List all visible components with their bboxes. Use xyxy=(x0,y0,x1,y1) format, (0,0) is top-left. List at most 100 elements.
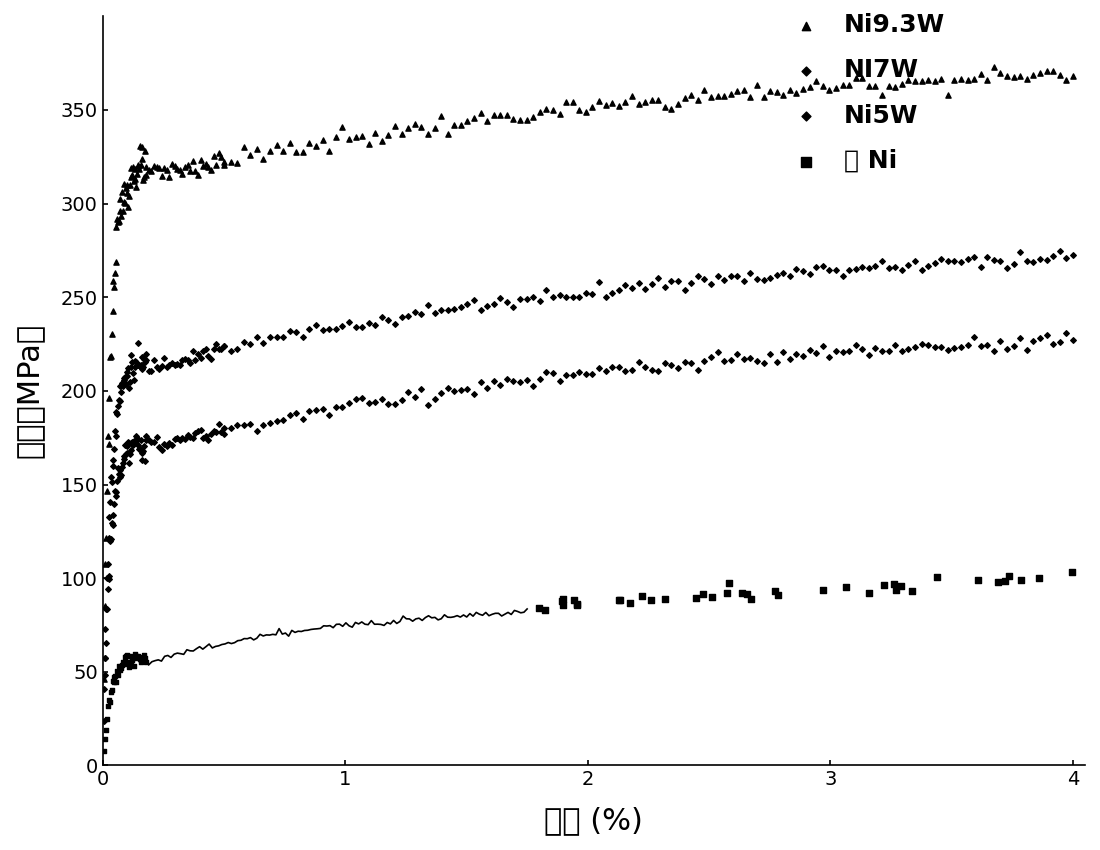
Ni5W xyxy=(505,375,522,388)
NI7W xyxy=(205,342,222,355)
Point xyxy=(136,455,154,468)
Ni5W xyxy=(1050,336,1068,349)
Ni5W xyxy=(492,377,509,391)
纯 Ni xyxy=(610,593,628,607)
Point xyxy=(96,651,113,665)
Ni9.3W xyxy=(229,156,246,170)
NI7W xyxy=(623,281,640,295)
NI7W xyxy=(629,277,647,291)
Ni5W xyxy=(472,376,490,389)
Ni5W xyxy=(992,334,1010,348)
Point xyxy=(117,370,134,383)
Point xyxy=(119,370,136,383)
Point xyxy=(121,375,139,388)
NI7W xyxy=(478,298,496,312)
Ni9.3W xyxy=(741,90,759,104)
NI7W xyxy=(558,291,575,304)
Ni5W xyxy=(900,343,917,356)
Point xyxy=(99,557,117,570)
Point xyxy=(104,275,122,288)
Ni5W xyxy=(158,439,176,452)
Ni5W xyxy=(728,347,746,360)
纯 Ni xyxy=(642,593,660,607)
Ni5W xyxy=(986,344,1003,358)
Ni9.3W xyxy=(906,74,924,88)
NI7W xyxy=(419,298,437,312)
NI7W xyxy=(267,330,285,343)
Point xyxy=(100,570,118,583)
NI7W xyxy=(695,273,713,286)
NI7W xyxy=(946,254,964,268)
Point xyxy=(107,429,124,443)
Point xyxy=(129,649,146,663)
纯 Ni xyxy=(927,570,945,584)
Ni5W xyxy=(584,367,602,381)
NI7W xyxy=(179,353,197,366)
Ni9.3W xyxy=(788,86,805,99)
Ni9.3W xyxy=(1057,73,1075,87)
Point xyxy=(125,373,143,387)
纯 Ni xyxy=(876,578,893,592)
NI7W xyxy=(235,336,253,349)
Point xyxy=(133,362,151,376)
Ni9.3W xyxy=(887,81,904,94)
Point xyxy=(133,140,151,154)
Point xyxy=(103,675,121,688)
NI7W xyxy=(682,276,700,290)
Ni9.3W xyxy=(610,99,628,112)
Ni5W xyxy=(689,363,706,377)
Ni5W xyxy=(1018,343,1035,356)
Point xyxy=(116,371,133,385)
Point xyxy=(133,446,151,460)
Point xyxy=(119,178,136,192)
纯 Ni xyxy=(565,593,583,607)
NI7W xyxy=(439,303,456,316)
Ni5W xyxy=(821,350,838,364)
Point xyxy=(110,214,128,228)
Ni5W xyxy=(578,367,595,381)
Point xyxy=(128,429,145,443)
NI7W xyxy=(172,358,189,371)
Ni9.3W xyxy=(184,154,201,167)
NI7W xyxy=(821,264,838,277)
NI7W xyxy=(216,339,233,353)
NI7W xyxy=(158,360,176,374)
Ni5W xyxy=(642,364,660,377)
Ni9.3W xyxy=(195,159,212,173)
NI7W xyxy=(168,357,186,371)
NI7W xyxy=(492,292,509,305)
Ni5W xyxy=(564,368,582,382)
Point xyxy=(103,516,121,530)
NI7W xyxy=(906,254,924,268)
Point xyxy=(133,454,151,468)
Ni9.3W xyxy=(261,144,278,158)
Ni5W xyxy=(168,432,186,445)
Ni5W xyxy=(187,426,205,439)
NI7W xyxy=(887,260,904,274)
Ni9.3W xyxy=(446,118,463,132)
NI7W xyxy=(189,347,207,360)
Point xyxy=(132,359,150,372)
NI7W xyxy=(873,254,891,268)
Ni9.3W xyxy=(145,159,163,173)
Point xyxy=(120,381,138,394)
NI7W xyxy=(373,310,390,324)
Point xyxy=(111,379,129,393)
NI7W xyxy=(807,261,825,275)
Ni9.3W xyxy=(642,94,660,107)
Point xyxy=(97,651,114,665)
Point xyxy=(96,668,113,682)
纯 Ni xyxy=(621,597,639,610)
Ni5W xyxy=(551,374,569,388)
Ni9.3W xyxy=(505,112,522,126)
NI7W xyxy=(229,342,246,355)
NI7W xyxy=(294,330,311,343)
Point xyxy=(128,433,145,446)
Point xyxy=(104,508,122,522)
Ni5W xyxy=(261,416,278,429)
Ni5W xyxy=(216,421,233,434)
纯 Ni xyxy=(892,580,910,593)
Point xyxy=(114,195,132,208)
Point xyxy=(122,655,140,669)
纯 Ni xyxy=(718,586,736,600)
